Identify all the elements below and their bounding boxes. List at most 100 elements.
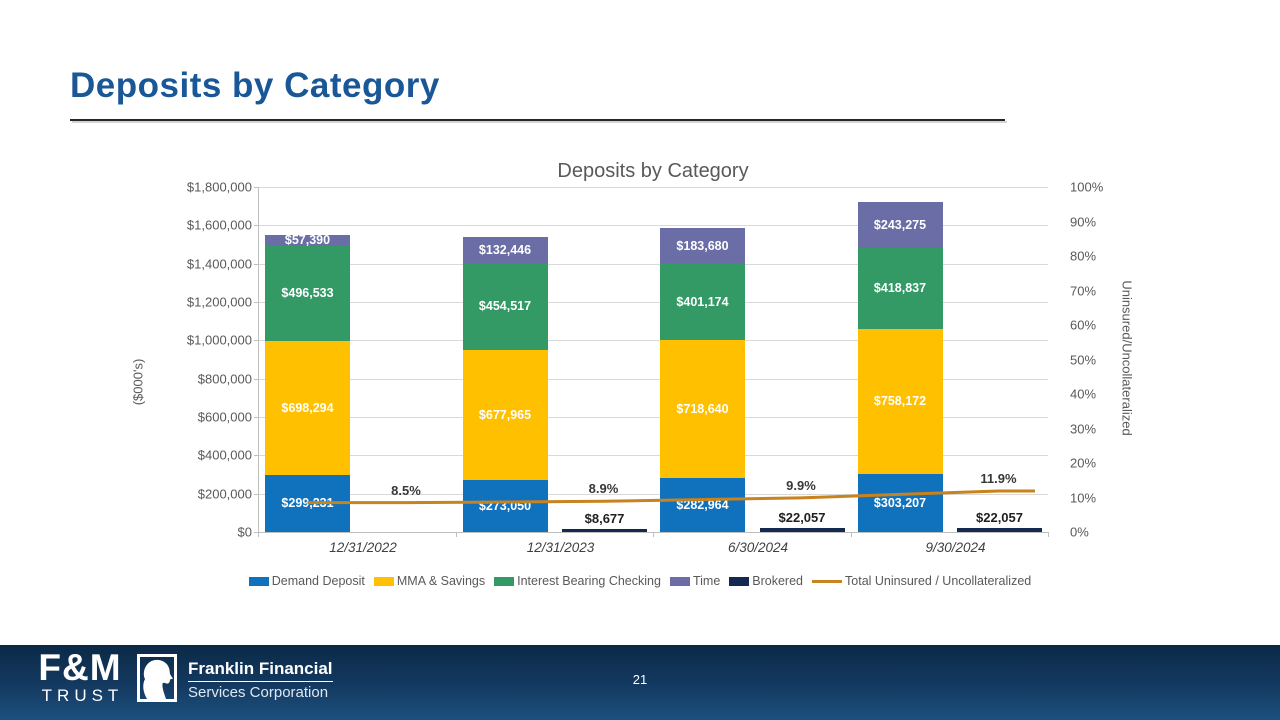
y-axis-tick (254, 532, 258, 533)
brokered-value-label: $8,677 (584, 511, 625, 526)
secondary-axis-tick-label: 40% (1070, 386, 1097, 402)
brokered-value-label: $22,057 (976, 509, 1023, 525)
bar-segment: $401,174 (660, 263, 745, 341)
legend-color-swatch-icon (729, 576, 750, 586)
gridline (258, 302, 1048, 303)
y-axis-tick-label: $0 (237, 524, 252, 540)
y-axis-tick (254, 493, 258, 495)
legend-line-swatch-icon (812, 579, 843, 583)
gridline (258, 187, 1048, 188)
fm-trust-logo-subtext: TRUST (41, 686, 124, 706)
bar-value-label: $282,964 (676, 497, 729, 512)
legend-label: Demand Deposit (271, 574, 365, 588)
bar-segment: $183,680 (660, 227, 745, 264)
brokered-bar (957, 527, 1042, 532)
line-value-label: 9.9% (786, 477, 816, 493)
legend-item: Time (669, 574, 720, 588)
y-axis-tick-label: $800,000 (197, 371, 252, 387)
line-value-label: 8.9% (588, 481, 619, 497)
brokered-bar (562, 529, 647, 532)
x-axis-category-label: 6/30/2024 (727, 540, 789, 555)
bar-value-label: $57,390 (284, 233, 331, 248)
franklin-financial-subname: Services Corporation (188, 684, 329, 701)
y-axis-tick (254, 378, 258, 380)
y-axis-tick-label: $1,000,000 (186, 332, 252, 348)
legend-item: Interest Bearing Checking (494, 574, 661, 588)
secondary-axis-tick-label: 20% (1070, 455, 1097, 471)
x-axis-tick (850, 532, 852, 537)
bar-value-label: $243,275 (873, 217, 927, 232)
legend-label: Interest Bearing Checking (517, 574, 661, 588)
bar-value-label: $183,680 (676, 238, 729, 253)
x-axis-category-label: 12/31/2023 (526, 540, 595, 555)
y-axis-tick-label: $400,000 (197, 447, 252, 463)
legend-color-swatch-icon (248, 576, 269, 586)
bar-segment: $273,050 (462, 479, 548, 532)
legend-label: Brokered (752, 574, 804, 588)
line-value-label: 11.9% (980, 470, 1017, 486)
bar-segment: $718,640 (660, 340, 745, 478)
x-axis-tick (258, 532, 259, 537)
y-axis-tick-label: $1,600,000 (186, 217, 252, 233)
title-underline (70, 119, 1005, 121)
gridline (258, 378, 1048, 380)
bar-value-label: $677,965 (478, 407, 532, 422)
bar-segment: $243,275 (857, 201, 943, 249)
fm-trust-logo-text: F&M (38, 647, 122, 688)
left-axis-title: ($000's) (130, 358, 146, 406)
y-axis-tick-label: $1,400,000 (186, 256, 252, 272)
bar-value-label: $698,294 (281, 400, 334, 415)
line-value-label: 8.5% (391, 482, 421, 498)
y-axis-tick (254, 340, 258, 342)
legend-item: Brokered (729, 574, 803, 588)
chart-legend: Demand Deposit MMA & Savings Interest Bear… (0, 574, 1280, 588)
y-axis-tick (254, 417, 258, 418)
page-title: Deposits by Category (70, 66, 440, 105)
bar-value-label: $273,050 (478, 498, 532, 513)
bar-value-label: $454,517 (478, 299, 532, 314)
bar-segment: $698,294 (265, 340, 350, 475)
brokered-value-label: $22,057 (778, 509, 826, 525)
legend-color-swatch-icon (494, 576, 515, 586)
y-axis-tick (254, 225, 258, 227)
x-axis-category-label: 12/31/2022 (329, 540, 397, 555)
chart-title: Deposits by Category (557, 160, 749, 182)
secondary-axis-tick-label: 10% (1070, 490, 1097, 505)
gridline (258, 417, 1048, 418)
legend-label: MMA & Savings (396, 574, 486, 588)
bar-value-label: $758,172 (873, 394, 927, 409)
secondary-axis-tick-label: 100% (1070, 179, 1104, 195)
page-number: 21 (632, 672, 648, 687)
gridline (258, 263, 1048, 265)
bar-segment: $677,965 (462, 349, 548, 480)
bar-segment: $454,517 (462, 262, 548, 350)
bar-segment: $496,533 (265, 245, 350, 341)
legend-color-swatch-icon (373, 576, 394, 586)
footer-bar (0, 645, 1280, 720)
bar-segment: $282,964 (660, 477, 745, 532)
brokered-bar (759, 527, 845, 532)
right-axis-title: Uninsured/Uncollateralized (1119, 280, 1135, 436)
bar-value-label: $718,640 (676, 401, 729, 416)
legend-color-swatch-icon (669, 576, 690, 586)
secondary-axis-tick-label: 30% (1070, 421, 1097, 436)
franklin-portrait-icon (137, 654, 177, 702)
secondary-axis-tick-label: 0% (1070, 524, 1089, 540)
x-axis-tick (1048, 532, 1049, 537)
bar-segment: $758,172 (857, 328, 943, 474)
x-axis-tick (653, 532, 654, 537)
gridline (258, 340, 1048, 342)
y-axis-tick-label: $200,000 (197, 486, 252, 502)
fm-trust-logo: F&M TRUST (30, 647, 130, 706)
franklin-financial-logo: Franklin Financial Services Corporation (188, 659, 333, 701)
secondary-axis-tick-label: 80% (1070, 248, 1097, 264)
secondary-axis-tick-label: 60% (1070, 317, 1097, 333)
y-axis-tick (254, 263, 258, 265)
bar-value-label: $418,837 (873, 281, 927, 296)
x-axis-category-label: 9/30/2024 (925, 540, 986, 555)
y-axis-tick (254, 455, 258, 457)
y-axis-tick-label: $1,200,000 (186, 294, 252, 310)
secondary-axis-tick-label: 50% (1070, 352, 1097, 367)
secondary-axis-tick-label: 70% (1070, 283, 1097, 298)
